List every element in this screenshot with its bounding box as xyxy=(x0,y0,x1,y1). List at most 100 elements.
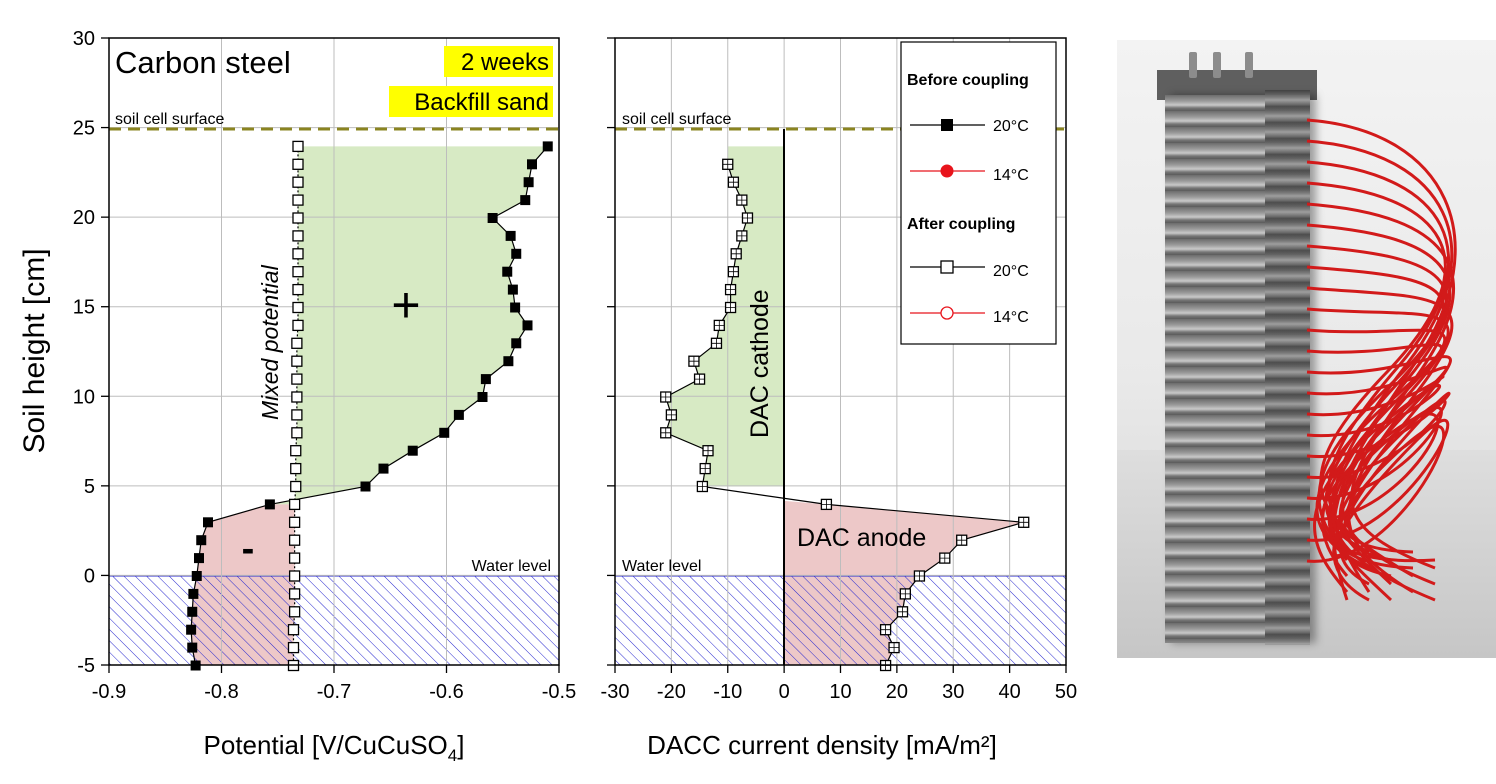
tag-highlight-weeks xyxy=(444,46,553,77)
y-tick-label: 30 xyxy=(73,28,95,50)
data-point-after xyxy=(288,516,301,528)
soil-surface-label: soil cell surface xyxy=(115,111,224,128)
photo-post xyxy=(1213,52,1221,78)
data-point-cross xyxy=(880,624,891,635)
x-tick-label: -0.6 xyxy=(429,681,463,703)
y-tick-label: 10 xyxy=(73,386,95,408)
x-tick-label: 10 xyxy=(829,681,851,703)
x-tick-label: -0.7 xyxy=(317,681,351,703)
legend-label-4: 14°C xyxy=(993,309,1029,326)
y-tick-label: 20 xyxy=(73,207,95,229)
data-point-after xyxy=(291,355,303,367)
data-point-after xyxy=(288,588,301,600)
tag-weeks: 2 weeks xyxy=(461,49,549,76)
data-point-after xyxy=(287,641,300,654)
photo-post xyxy=(1189,52,1197,78)
data-point-before xyxy=(360,481,371,492)
data-point-after xyxy=(290,445,302,457)
mixed-potential-label: Mixed potential xyxy=(257,264,283,420)
positive-region-fill xyxy=(269,146,548,505)
data-point-cross xyxy=(728,266,739,277)
data-point-after xyxy=(292,248,304,260)
data-point-cross xyxy=(914,571,925,581)
tag-sand: Backfill sand xyxy=(414,89,549,116)
photo-wire xyxy=(1306,425,1446,602)
photo-stack-side xyxy=(1265,90,1310,645)
x-tick-label: 40 xyxy=(999,681,1021,703)
x-axis-label-sub: 4 xyxy=(448,746,457,765)
legend: Before coupling 20°C 14°C After coupling… xyxy=(900,41,1057,345)
data-point-after xyxy=(292,283,304,296)
x-tick-label: 30 xyxy=(942,681,964,703)
y-tick-label: 15 xyxy=(73,297,95,319)
chart-title: Carbon steel xyxy=(115,45,291,80)
y-tick-label: 5 xyxy=(84,476,95,498)
data-point-cross xyxy=(889,642,900,653)
data-point-before xyxy=(511,248,522,259)
data-point-cross xyxy=(725,284,736,295)
data-point-cross xyxy=(703,445,714,456)
x-tick-label: -20 xyxy=(657,681,686,703)
data-point-before xyxy=(505,230,516,241)
data-point-cross xyxy=(728,177,739,188)
soil-cell-photo xyxy=(1117,40,1496,658)
data-point-cross xyxy=(688,356,699,367)
data-point-before xyxy=(191,571,202,581)
data-point-after xyxy=(287,624,300,636)
legend-label-2: 14°C xyxy=(993,167,1029,184)
data-point-cross xyxy=(742,213,753,223)
data-point-after xyxy=(288,570,301,582)
legend-label-3: 20°C xyxy=(993,263,1029,280)
data-point-before xyxy=(203,517,213,528)
x-tick-label: -0.9 xyxy=(92,681,126,703)
data-point-after xyxy=(292,212,304,224)
data-point-cross xyxy=(725,302,736,313)
data-point-after xyxy=(288,606,301,618)
data-point-after xyxy=(292,301,304,314)
data-point-before xyxy=(520,195,531,206)
photo-post xyxy=(1245,52,1253,78)
data-point-before xyxy=(378,463,389,474)
photo-wire xyxy=(1306,383,1442,593)
y-tick-label: -5 xyxy=(77,655,95,677)
data-point-cross xyxy=(700,463,711,474)
data-point-cross xyxy=(714,320,725,331)
data-point-before xyxy=(477,392,488,402)
data-point-cross xyxy=(711,338,722,349)
data-point-cross xyxy=(1018,517,1029,528)
current-density-chart: -30 -20 -10 0 10 20 30 40 50 soil cell surface W… xyxy=(601,37,1077,760)
data-point-cross xyxy=(731,248,742,259)
data-point-after xyxy=(292,140,304,153)
data-point-after xyxy=(292,319,304,332)
water-level-label: Water level xyxy=(472,558,551,575)
legend-box xyxy=(900,41,1057,345)
x-axis-label-main: Potential [V/CuCuSO xyxy=(204,730,448,760)
data-point-after xyxy=(292,158,304,170)
data-point-before xyxy=(264,499,275,510)
data-point-after xyxy=(291,409,303,421)
data-point-after xyxy=(292,266,304,278)
data-point-cross xyxy=(956,535,967,546)
data-point-before xyxy=(187,642,198,653)
data-point-before xyxy=(502,266,513,277)
data-point-after xyxy=(292,230,304,242)
data-point-before xyxy=(507,284,518,295)
data-point-after xyxy=(288,552,301,564)
data-point-before xyxy=(527,159,537,170)
data-point-before xyxy=(439,427,450,438)
legend-before-heading: Before coupling xyxy=(907,72,1029,89)
data-point-before xyxy=(480,374,491,385)
data-point-after xyxy=(291,373,303,385)
x-tick-label: 20 xyxy=(886,681,908,703)
x-tick-label: -0.8 xyxy=(204,681,238,703)
data-point-before xyxy=(194,553,204,564)
data-point-before xyxy=(407,445,418,456)
data-point-cross xyxy=(736,195,747,206)
data-point-after xyxy=(288,498,301,511)
data-point-cross xyxy=(897,606,908,617)
dac-cathode-label: DAC cathode xyxy=(746,289,774,438)
data-point-before xyxy=(511,338,522,349)
data-point-after xyxy=(290,462,302,475)
legend-label-1: 20°C xyxy=(993,118,1029,135)
